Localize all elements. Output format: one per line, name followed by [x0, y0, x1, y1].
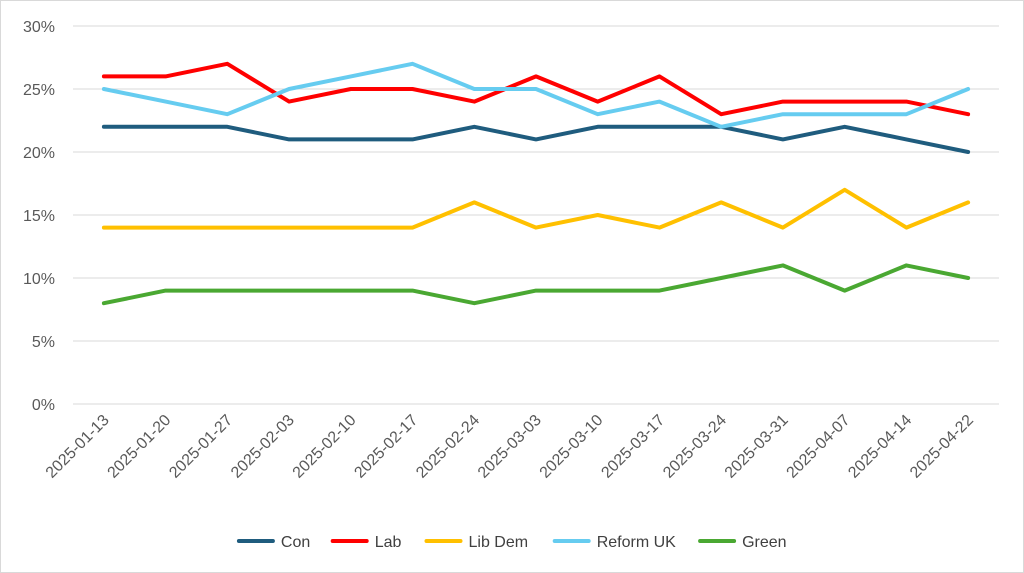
x-tick-label: 2025-04-22 — [907, 412, 977, 482]
y-tick-label: 0% — [32, 397, 55, 414]
gridlines — [73, 25, 999, 405]
series-line-con — [101, 124, 971, 154]
x-axis-ticks: 2025-01-132025-01-202025-01-272025-02-03… — [43, 412, 977, 482]
y-tick-label: 15% — [23, 208, 55, 225]
series-line-lib-dem — [101, 187, 971, 230]
x-tick-label: 2025-03-03 — [475, 412, 545, 482]
y-tick-label: 5% — [32, 334, 55, 351]
y-axis-ticks: 0% 5% 10% 15% 20% 25% 30% — [23, 19, 55, 414]
x-tick-label: 2025-02-10 — [290, 412, 360, 482]
legend-label-reform-uk: Reform UK — [597, 534, 676, 551]
legend-label-green: Green — [742, 534, 786, 551]
series-line-reform-uk — [101, 61, 971, 129]
legend-label-con: Con — [281, 534, 310, 551]
series-line-green — [101, 263, 971, 306]
x-tick-label: 2025-04-14 — [845, 412, 915, 482]
y-tick-label: 20% — [23, 145, 55, 162]
y-tick-label: 25% — [23, 82, 55, 99]
x-tick-label: 2025-01-13 — [43, 412, 113, 482]
legend-label-lib-dem: Lib Dem — [469, 534, 529, 551]
series-lines — [101, 61, 971, 306]
legend: Con Lab Lib Dem Reform UK Green — [236, 534, 787, 551]
x-tick-label: 2025-02-17 — [351, 412, 421, 482]
x-tick-label: 2025-04-07 — [784, 412, 854, 482]
x-tick-label: 2025-03-10 — [537, 412, 607, 482]
x-tick-label: 2025-01-27 — [166, 412, 236, 482]
x-tick-label: 2025-01-20 — [105, 412, 175, 482]
legend-label-lab: Lab — [375, 534, 402, 551]
x-tick-label: 2025-02-24 — [413, 412, 483, 482]
y-tick-label: 10% — [23, 271, 55, 288]
x-tick-label: 2025-02-03 — [228, 412, 298, 482]
y-tick-label: 30% — [23, 19, 55, 36]
x-tick-label: 2025-03-17 — [598, 412, 668, 482]
series-line-lab — [101, 61, 971, 117]
x-tick-label: 2025-03-24 — [660, 412, 730, 482]
x-tick-label: 2025-03-31 — [722, 412, 792, 482]
